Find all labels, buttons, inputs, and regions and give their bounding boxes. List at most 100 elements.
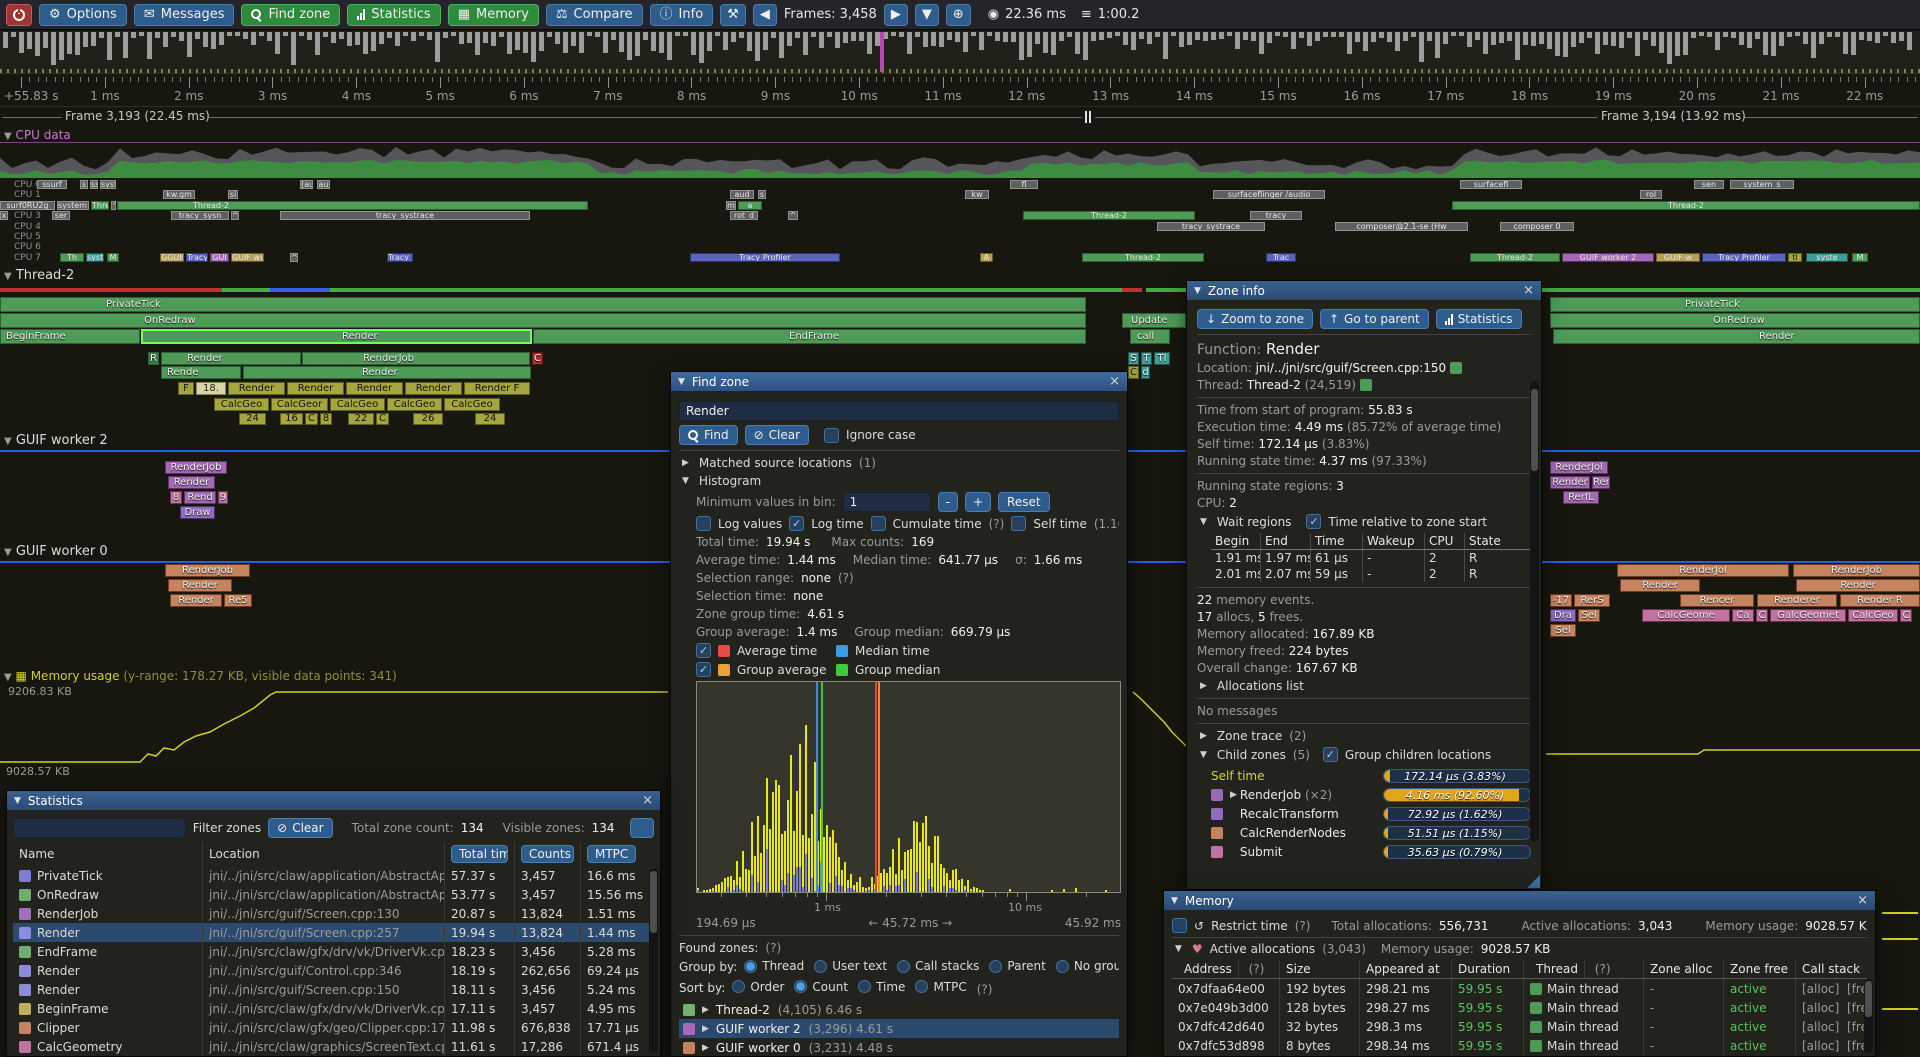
- zone[interactable]: C: [305, 413, 318, 425]
- sort-by-radio[interactable]: Order: [732, 980, 784, 994]
- frame-overview-strip[interactable]: [0, 31, 1920, 74]
- zone[interactable]: Render: [346, 382, 403, 395]
- cpu-zone[interactable]: Thread-2: [1470, 252, 1560, 262]
- child-zone-row[interactable]: Self time 172.14 µs (3.83%): [1211, 766, 1531, 785]
- statistics-row[interactable]: Render jni/../jni/src/guif/Control.cpp:34…: [13, 961, 654, 980]
- call-stack-cell[interactable]: [alloc] [free]: [1802, 1038, 1867, 1053]
- expand-icon[interactable]: ▶: [702, 1004, 709, 1015]
- column-appeared[interactable]: Appeared at: [1360, 960, 1452, 978]
- zone[interactable]: Render: [243, 366, 531, 379]
- cpu-zone[interactable]: rot_d: [730, 211, 758, 221]
- zone[interactable]: Render: [228, 382, 285, 395]
- cpu-zone[interactable]: GGUIF: [160, 252, 184, 262]
- zone[interactable]: Sel: [1550, 624, 1576, 637]
- address-cell[interactable]: 0x7e049b3d00: [1172, 998, 1280, 1017]
- address-cell[interactable]: 0x7dfaa64e00: [1172, 979, 1280, 998]
- statistics-row[interactable]: Render jni/../jni/src/guif/Screen.cpp:150…: [13, 980, 654, 999]
- log-time-checkbox[interactable]: [789, 516, 805, 531]
- cpu-zone[interactable]: rol: [1640, 190, 1662, 200]
- zone[interactable]: Render: [1620, 579, 1700, 592]
- zone[interactable]: CalcGeome: [1642, 609, 1730, 622]
- address-cell[interactable]: 0x7dfc42d640: [1172, 1017, 1280, 1036]
- collapse-icon[interactable]: ▼: [4, 131, 12, 142]
- zone[interactable]: 9: [218, 491, 228, 504]
- expand-icon[interactable]: ▶: [1200, 731, 1207, 741]
- time-ruler[interactable]: +55.83 s 1 ms 2 ms 3 ms 4 ms 5 ms 6 ms 7 ms 8 ms…: [0, 75, 1920, 107]
- statistics-row[interactable]: EndFrame jni/../jni/src/claw/gfx/drv/vk/D…: [13, 942, 654, 961]
- cpu-zone[interactable]: GUI: [210, 252, 229, 262]
- collapse-icon[interactable]: ▼: [1171, 895, 1178, 906]
- collapse-icon[interactable]: ▼: [4, 271, 12, 282]
- prev-frame-button[interactable]: ◀: [752, 3, 777, 26]
- clear-filter-button[interactable]: ⊘ Clear: [268, 818, 333, 838]
- expand-icon[interactable]: ▶: [1200, 681, 1207, 691]
- zone[interactable]: R: [148, 352, 159, 365]
- cpu-zone[interactable]: Th: [60, 252, 84, 262]
- column-zone-free[interactable]: Zone free: [1724, 960, 1796, 978]
- zone[interactable]: Render: [168, 579, 232, 592]
- cpu-zone[interactable]: Thread-2: [117, 200, 588, 210]
- info-button[interactable]: ⓘ Info: [649, 3, 714, 26]
- cpu-zone[interactable]: tracy_systrace: [1157, 221, 1265, 231]
- zone[interactable]: Ca: [1732, 609, 1754, 622]
- column-name[interactable]: Name: [13, 842, 203, 866]
- zone[interactable]: Rende: [161, 366, 241, 379]
- zone[interactable]: RerfL: [1563, 491, 1599, 504]
- cpu-zone[interactable]: Tracy Profiler: [1702, 252, 1786, 262]
- thread-header[interactable]: ▼ GUIF worker 2: [4, 433, 108, 448]
- window-titlebar[interactable]: ▼ Statistics ×: [7, 791, 660, 810]
- zone[interactable]: Render: [141, 329, 532, 344]
- statistics-row[interactable]: BeginFrame jni/../jni/src/claw/gfx/drv/vk…: [13, 999, 654, 1018]
- cpu-zone[interactable]: surf0RU2g: [0, 200, 55, 210]
- zone[interactable]: CalcGeo: [1848, 609, 1898, 622]
- appeared-cell[interactable]: 298.3 ms: [1360, 1017, 1452, 1036]
- zone[interactable]: CalcGeo: [330, 398, 385, 411]
- collapse-icon[interactable]: ▼: [1200, 516, 1207, 527]
- cpu-zone[interactable]: ^: [290, 252, 298, 262]
- limit-button[interactable]: [629, 818, 654, 838]
- zone[interactable]: C: [376, 413, 389, 425]
- cpu-zone[interactable]: Thread-2: [1452, 200, 1920, 210]
- cpu-zone[interactable]: ^: [231, 211, 239, 221]
- sort-counts-button[interactable]: Counts: [521, 845, 574, 863]
- min-bin-input[interactable]: [842, 492, 931, 512]
- column-location[interactable]: Location: [203, 842, 445, 866]
- tools-button[interactable]: ⚒: [720, 3, 746, 26]
- time-relative-checkbox[interactable]: [1306, 514, 1322, 529]
- collapse-icon[interactable]: ▼: [1194, 285, 1201, 296]
- zoom-to-zone-button[interactable]: ↓ Zoom to zone: [1197, 309, 1313, 329]
- log-values-checkbox[interactable]: [696, 516, 711, 531]
- statistics-row[interactable]: CalcGeometry jni/../jni/src/claw/graphics…: [13, 1037, 654, 1056]
- cpu-zone[interactable]: M: [1852, 252, 1868, 262]
- goto-frame-button[interactable]: ▼: [914, 3, 939, 26]
- reset-button[interactable]: Reset: [998, 492, 1050, 512]
- zone[interactable]: 22: [348, 413, 374, 425]
- cpu-zone[interactable]: sen: [1694, 180, 1724, 189]
- zone[interactable]: Re5: [224, 594, 252, 607]
- collapse-icon[interactable]: ▼: [14, 795, 21, 806]
- collapse-icon[interactable]: ▼: [682, 476, 689, 486]
- close-icon[interactable]: ×: [1523, 283, 1534, 298]
- window-titlebar[interactable]: ▼ Zone info ×: [1187, 281, 1541, 300]
- self-time-checkbox[interactable]: [1011, 516, 1027, 531]
- expand-icon[interactable]: ▶: [702, 1023, 709, 1034]
- cpu-zone[interactable]: fl: [1010, 180, 1038, 189]
- zone[interactable]: 8: [170, 491, 182, 504]
- cumulate-time-checkbox[interactable]: [870, 516, 886, 531]
- cpu-zone[interactable]: Thread-2: [1023, 211, 1195, 221]
- zone[interactable]: RenderJol: [1550, 461, 1608, 474]
- cpu-zone[interactable]: (au: [300, 180, 313, 189]
- cpu-zone[interactable]: x: [0, 211, 8, 221]
- column-size[interactable]: Size: [1280, 960, 1360, 978]
- focus-frame-button[interactable]: ⊕: [945, 3, 971, 26]
- zone[interactable]: OnRedraw: [1550, 313, 1920, 328]
- find-zone-button[interactable]: Find zone: [241, 3, 341, 26]
- compare-button[interactable]: ⚖ Compare: [545, 3, 643, 26]
- zone[interactable]: S: [1128, 352, 1139, 365]
- cpu-zone[interactable]: surfacefl: [1460, 180, 1522, 189]
- sort-total-time-button[interactable]: Total tim: [451, 845, 508, 863]
- cpu-zone[interactable]: si: [228, 190, 238, 200]
- column-call-stack[interactable]: Call stack: [1802, 962, 1861, 976]
- zone[interactable]: CalcGeo: [387, 398, 442, 411]
